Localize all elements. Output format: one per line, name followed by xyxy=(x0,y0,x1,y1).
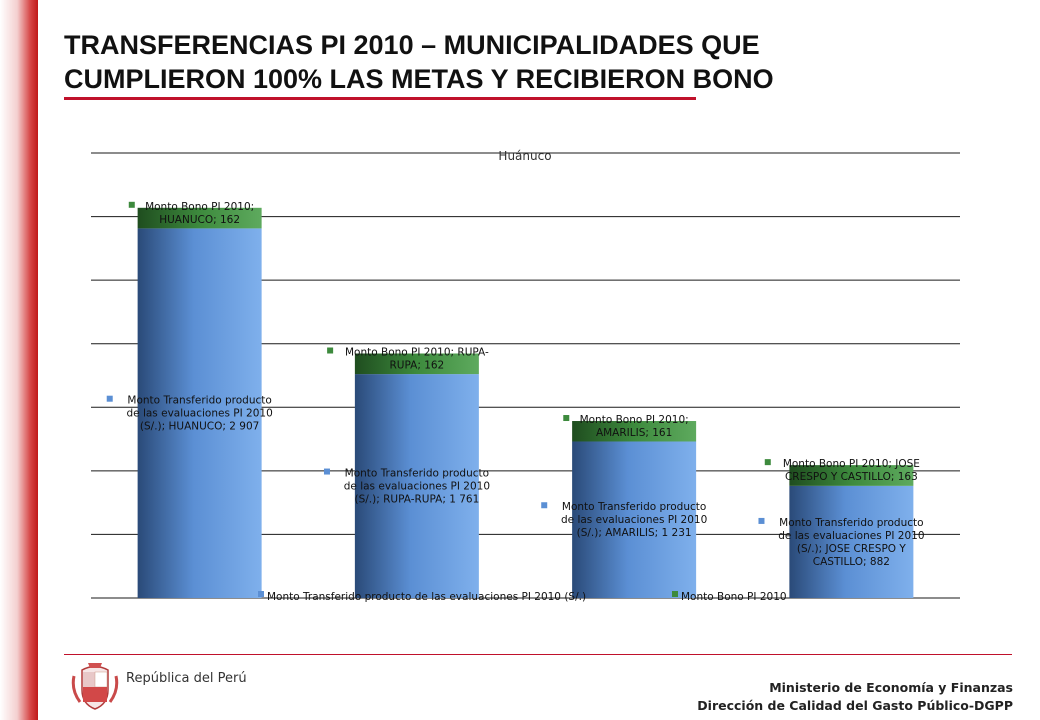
legend-key-marker xyxy=(327,347,334,354)
data-label: Monto Bono PI 2010;AMARILIS; 161 xyxy=(563,414,689,439)
legend-swatch xyxy=(258,591,264,597)
legend-label: Monto Transferido producto de las evalua… xyxy=(267,591,586,603)
legend-key-marker xyxy=(764,459,771,466)
data-label-text: Monto Bono PI 2010; RUPA- xyxy=(345,347,489,359)
legend-label: Monto Bono PI 2010 xyxy=(681,591,787,603)
bar-segment-transferido xyxy=(789,485,914,598)
bar-segment-bono xyxy=(572,421,697,442)
republic-label: República del Perú xyxy=(126,671,247,686)
data-label-text: Monto Transferido producto xyxy=(562,501,706,513)
data-label-text: CASTILLO; 882 xyxy=(813,556,890,568)
slide-title-line2: CUMPLIERON 100% LAS METAS Y RECIBIERON B… xyxy=(64,64,774,94)
data-label-text: de las evaluaciones PI 2010 xyxy=(561,514,707,526)
bar-segment-bono xyxy=(789,465,914,486)
bar-segment-bono xyxy=(137,207,262,229)
data-label-text: (S/.); AMARILIS; 1 231 xyxy=(577,527,692,539)
legend-key-marker xyxy=(128,201,135,208)
data-label-text: (S/.); HUANUCO; 2 907 xyxy=(140,421,259,433)
data-label-text: Monto Transferido producto xyxy=(779,517,923,529)
chart-legend: Monto Transferido producto de las evalua… xyxy=(258,591,787,603)
legend-key-marker xyxy=(541,502,548,509)
data-label: Monto Bono PI 2010; RUPA-RUPA; 162 xyxy=(327,347,489,372)
data-label-text: AMARILIS; 161 xyxy=(596,427,672,439)
bars xyxy=(137,207,914,598)
legend-item: Monto Transferido producto de las evalua… xyxy=(258,591,586,603)
left-decorative-stripe xyxy=(0,0,38,720)
legend-key-marker xyxy=(758,517,765,524)
title-underline xyxy=(64,97,696,100)
legend-key-marker xyxy=(323,468,330,475)
bar-segment-bono xyxy=(354,353,479,375)
legend-key-marker xyxy=(106,395,113,402)
legend-key-marker xyxy=(563,415,570,422)
data-label-text: Monto Bono PI 2010; xyxy=(145,201,254,213)
ministry-name: Ministerio de Economía y Finanzas xyxy=(769,680,1013,695)
slide-title-line1: TRANSFERENCIAS PI 2010 – MUNICIPALIDADES… xyxy=(64,30,760,60)
data-label-text: HUANUCO; 162 xyxy=(159,214,240,226)
data-label-text: de las evaluaciones PI 2010 xyxy=(126,408,272,420)
data-label: Monto Bono PI 2010;HUANUCO; 162 xyxy=(128,201,254,226)
data-label-text: CRESPO Y CASTILLO; 163 xyxy=(785,471,918,483)
legend-item: Monto Bono PI 2010 xyxy=(672,591,787,603)
footer-divider xyxy=(64,654,1012,655)
peru-coat-of-arms-icon xyxy=(71,663,119,710)
ministry-block: Ministerio de Economía y Finanzas Direcc… xyxy=(697,679,1013,715)
data-label-text: Monto Transferido producto xyxy=(127,395,271,407)
data-label-text: (S/.); RUPA-RUPA; 1 761 xyxy=(355,494,480,506)
legend-swatch xyxy=(672,591,678,597)
slide-title: TRANSFERENCIAS PI 2010 – MUNICIPALIDADES… xyxy=(64,28,996,96)
data-label-text: de las evaluaciones PI 2010 xyxy=(778,530,924,542)
direction-name: Dirección de Calidad del Gasto Público-D… xyxy=(697,698,1013,713)
data-label-text: (S/.); JOSE CRESPO Y xyxy=(797,543,906,555)
data-label-text: RUPA; 162 xyxy=(390,360,445,372)
data-label-text: Monto Bono PI 2010; xyxy=(580,414,689,426)
bar-segment-transferido xyxy=(572,441,697,598)
data-label-text: Monto Transferido producto xyxy=(345,468,489,480)
data-label-text: Monto Bono PI 2010; JOSE xyxy=(783,458,920,470)
chart-title: Huánuco xyxy=(498,149,551,163)
bar-segment-transferido xyxy=(354,374,479,598)
data-label-text: de las evaluaciones PI 2010 xyxy=(344,481,490,493)
bar-segment-transferido xyxy=(137,228,262,598)
